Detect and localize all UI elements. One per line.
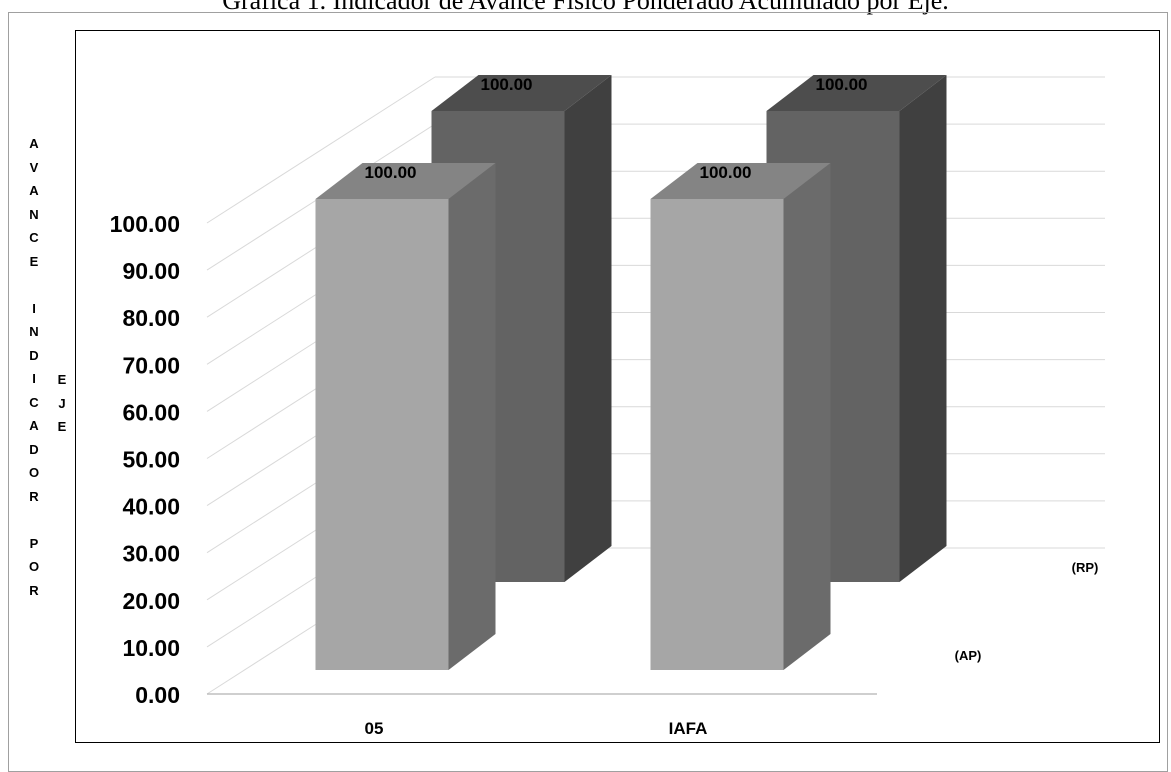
- y-axis-label-letter: O: [28, 559, 40, 574]
- y-tick-label: 70.00: [122, 352, 180, 378]
- bar-ap-front: [315, 199, 449, 670]
- y-tick-label: 100.00: [110, 211, 180, 237]
- y-axis-label-letter: N: [29, 206, 39, 222]
- y-tick-label: 20.00: [122, 588, 180, 614]
- bar-ap-front: [650, 199, 784, 670]
- y-tick-label: 80.00: [122, 305, 180, 331]
- y-axis-label-letter: D: [29, 347, 39, 363]
- bar-rp-top: [431, 75, 612, 111]
- z-axis-label-letter: J: [58, 395, 66, 411]
- y-axis-label-letter: I: [32, 371, 36, 386]
- bar-rp-side: [899, 75, 947, 582]
- y-axis-label-letter: C: [29, 230, 39, 245]
- y-tick-label: 90.00: [122, 258, 180, 284]
- y-axis-label-letter: P: [29, 535, 39, 551]
- y-axis-label-letter: N: [29, 324, 39, 339]
- bar-ap-side: [448, 163, 496, 670]
- z-axis-label-letter: E: [57, 372, 67, 387]
- y-axis-label-letter: I: [32, 300, 36, 316]
- y-tick-label: 30.00: [122, 541, 180, 567]
- y-axis-label-letter: A: [29, 418, 39, 433]
- data-label: 100.00: [481, 75, 533, 94]
- y-tick-label: 50.00: [122, 447, 180, 473]
- data-label: 100.00: [365, 163, 417, 182]
- y-axis-label-letter: R: [29, 582, 39, 598]
- y-tick-label: 0.00: [135, 682, 180, 708]
- data-label: 100.00: [816, 75, 868, 94]
- y-axis-label-letter: A: [29, 183, 39, 198]
- z-axis-label-letter: E: [57, 419, 67, 434]
- y-tick-label: 40.00: [122, 494, 180, 520]
- chart-title: Gráfica 1. Indicador de Avance Físico Po…: [222, 0, 949, 15]
- bar-ap-top: [650, 163, 831, 199]
- y-axis-label-letter: D: [29, 441, 39, 457]
- gridline-side: [206, 76, 436, 224]
- y-axis-label-letter: C: [29, 394, 39, 410]
- bar-rp-top: [766, 75, 947, 111]
- series-label-rp: (RP): [1072, 560, 1099, 575]
- bar-rp-side: [564, 75, 612, 582]
- y-tick-label: 60.00: [122, 399, 180, 425]
- y-tick-label: 10.00: [122, 635, 180, 661]
- y-axis-label-letter: O: [28, 465, 40, 480]
- data-label: 100.00: [700, 163, 752, 182]
- x-tick-label: IAFA: [669, 719, 708, 738]
- bar-ap-top: [315, 163, 496, 199]
- y-axis-label-letter: E: [29, 253, 39, 269]
- y-axis-label-letter: V: [29, 159, 39, 175]
- bar-ap-side: [783, 163, 831, 670]
- series-label-ap: (AP): [955, 648, 982, 663]
- y-axis-label-letter: A: [29, 136, 39, 151]
- x-tick-label: 05: [365, 719, 384, 738]
- y-axis-label-letter: R: [29, 488, 39, 504]
- plot-area-frame: [75, 30, 1160, 743]
